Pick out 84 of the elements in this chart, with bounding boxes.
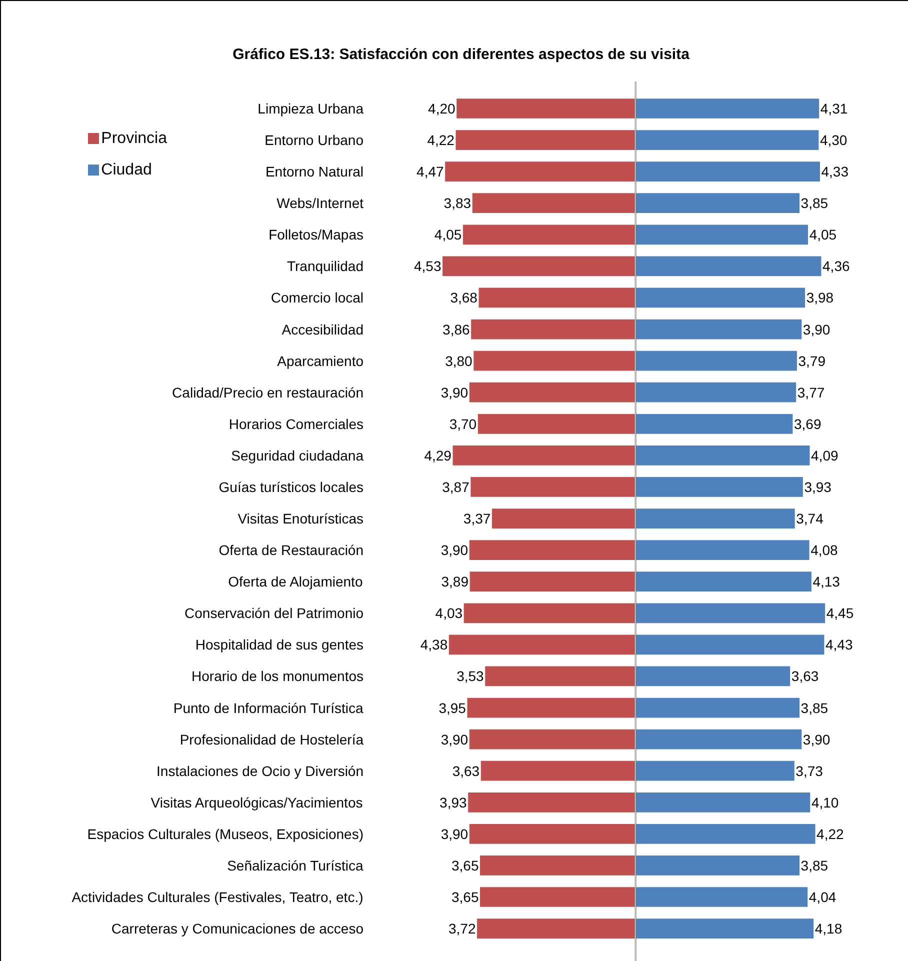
data-label: 4,04 bbox=[808, 889, 836, 905]
data-label: 3,90 bbox=[440, 826, 468, 842]
data-label: 4,03 bbox=[435, 605, 463, 622]
data-label: 3,74 bbox=[796, 510, 824, 527]
y-tick-label: Horario de los monumentos bbox=[192, 668, 364, 684]
data-label: 4,08 bbox=[810, 542, 838, 558]
y-tick-label: Instalaciones de Ocio y Diversión bbox=[156, 762, 364, 779]
data-label: 3,83 bbox=[444, 195, 472, 212]
data-label: 4,31 bbox=[820, 100, 848, 116]
data-label: 3,79 bbox=[798, 352, 826, 369]
data-label: 4,05 bbox=[809, 226, 837, 243]
y-tick-label: Aparcamiento bbox=[277, 352, 364, 369]
data-label: 3,90 bbox=[802, 731, 830, 748]
data-label: 3,65 bbox=[451, 857, 479, 874]
data-label: 3,89 bbox=[441, 574, 469, 590]
data-label: 4,47 bbox=[416, 164, 444, 180]
data-label: 4,29 bbox=[424, 447, 452, 464]
y-tick-label: Actividades Culturales (Festivales, Teatro, etc.) bbox=[72, 889, 364, 905]
data-label: 4,45 bbox=[826, 605, 854, 622]
data-label: 3,72 bbox=[448, 920, 476, 937]
data-label: 3,80 bbox=[445, 352, 473, 369]
y-tick-label: Horarios Comerciales bbox=[228, 416, 364, 432]
data-label: 3,53 bbox=[456, 668, 484, 684]
data-label: 3,70 bbox=[449, 416, 477, 432]
data-label: 3,69 bbox=[794, 416, 822, 432]
y-tick-label: Hospitalidad de sus gentes bbox=[195, 636, 364, 653]
y-tick-label: Entorno Urbano bbox=[264, 132, 364, 148]
data-label: 3,73 bbox=[796, 762, 824, 779]
data-label: 3,93 bbox=[440, 794, 468, 810]
data-label: 4,22 bbox=[816, 826, 844, 842]
data-label: 3,37 bbox=[463, 510, 491, 527]
y-tick-label: Comercio local bbox=[270, 290, 364, 306]
data-label: 3,90 bbox=[440, 542, 468, 558]
y-tick-label: Tranquilidad bbox=[286, 258, 364, 274]
y-tick-label: Señalización Turística bbox=[227, 857, 364, 874]
data-label: 4,18 bbox=[814, 920, 842, 937]
data-label: 4,38 bbox=[420, 636, 448, 653]
y-tick-label: Visitas Arqueológicas/Yacimientos bbox=[150, 794, 363, 810]
data-label: 3,95 bbox=[438, 700, 466, 716]
y-tick-label: Accesibilidad bbox=[282, 321, 364, 338]
data-label: 4,30 bbox=[820, 132, 848, 148]
data-label: 3,86 bbox=[442, 321, 470, 338]
data-label: 4,22 bbox=[427, 132, 455, 148]
data-label: 4,33 bbox=[821, 164, 849, 180]
y-tick-label: Calidad/Precio en restauración bbox=[172, 384, 364, 400]
data-label: 3,87 bbox=[442, 478, 470, 495]
data-label: 4,43 bbox=[826, 636, 853, 653]
y-tick-label: Limpieza Urbana bbox=[258, 100, 364, 116]
data-label: 4,10 bbox=[811, 794, 839, 810]
data-label: 4,36 bbox=[822, 258, 850, 274]
y-tick-label: Espacios Culturales (Museos, Exposiciones) bbox=[87, 826, 364, 842]
data-label: 3,68 bbox=[450, 290, 478, 306]
chart-title: Gráfico ES.13: Satisfacción con diferentes aspectos de su visita bbox=[232, 45, 690, 65]
data-label: 3,85 bbox=[800, 195, 828, 212]
data-label: 4,20 bbox=[428, 100, 456, 116]
y-tick-label: Visitas Enoturísticas bbox=[238, 510, 364, 527]
y-tick-label: Oferta de Alojamiento bbox=[228, 574, 363, 590]
data-label: 3,85 bbox=[800, 700, 828, 716]
y-tick-label: Entorno Natural bbox=[265, 164, 364, 180]
data-label: 4,13 bbox=[812, 574, 840, 590]
data-label: 3,98 bbox=[806, 290, 834, 306]
y-tick-label: Webs/Internet bbox=[276, 195, 364, 212]
data-label: 4,09 bbox=[811, 447, 838, 464]
y-tick-label: Folletos/Mapas bbox=[268, 226, 364, 243]
y-tick-label: Guías turísticos locales bbox=[218, 478, 364, 495]
data-label: 3,77 bbox=[797, 384, 825, 400]
data-label: 4,53 bbox=[414, 258, 442, 274]
y-tick-label: Punto de Información Turística bbox=[173, 700, 364, 716]
data-label: 3,90 bbox=[440, 384, 468, 400]
y-tick-label: Profesionalidad de Hostelería bbox=[180, 731, 364, 748]
data-label: 3,63 bbox=[791, 668, 819, 684]
data-label: 3,90 bbox=[440, 731, 468, 748]
data-label: 3,63 bbox=[452, 762, 480, 779]
legend-label: Provincia bbox=[101, 130, 168, 147]
data-label: 3,90 bbox=[802, 321, 830, 338]
data-label: 3,93 bbox=[804, 478, 832, 495]
y-tick-label: Carreteras y Comunicaciones de acceso bbox=[111, 920, 364, 937]
data-label: 4,05 bbox=[434, 226, 462, 243]
y-tick-label: Oferta de Restauración bbox=[218, 542, 364, 558]
legend-label: Ciudad bbox=[101, 162, 152, 179]
data-label: 3,65 bbox=[451, 889, 479, 905]
y-tick-label: Conservación del Patrimonio bbox=[184, 605, 364, 622]
data-label: 3,85 bbox=[800, 857, 828, 874]
y-tick-label: Seguridad ciudadana bbox=[231, 447, 364, 464]
